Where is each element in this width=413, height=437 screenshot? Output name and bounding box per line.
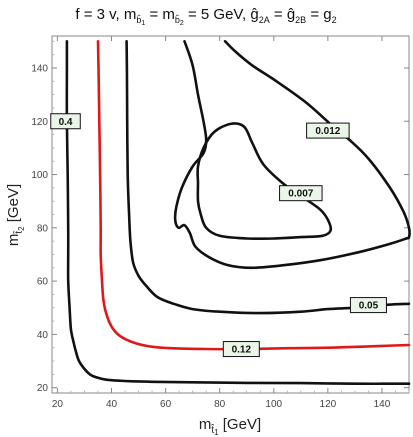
y-tick-label: 40 [37,330,49,341]
y-axis-label: mt̂2 [GeV] [5,184,26,246]
x-tick-label: 20 [52,399,64,410]
contour-label-box [349,297,387,314]
x-tick-label: 40 [106,399,118,410]
contour-label-text: 0.012 [315,126,340,137]
y-tick-label: 120 [31,117,48,128]
contour-label-text: 0.12 [232,345,252,356]
contour-0-12 [96,40,411,351]
x-tick-label: 140 [374,399,391,410]
x-axis-label: mt̂1 [GeV] [199,416,261,437]
contour-labels: 0.4 0.12 0.05 0.012 0.007 [50,113,387,358]
x-tick-label: 60 [160,399,172,410]
contour-0-05 [125,40,411,315]
contour-label-box [279,185,323,202]
y-tick-label: 100 [31,170,48,181]
x-tick-label: 80 [214,399,226,410]
y-tick-label: 60 [37,277,49,288]
plot-frame [51,35,410,394]
y-tick-label: 20 [37,383,49,394]
contour-label-text: 0.4 [59,117,73,128]
y-axis: 20 40 60 80 100 120 140 [31,40,409,394]
contour-label-box [50,113,81,130]
contour-0-012 [173,40,411,270]
contour-label-box [222,341,260,358]
contour-label-text: 0.007 [288,189,313,200]
chart-title: f = 3 v, mb̂1 = mb̂2 = 5 GeV, ĝ2A = ĝ2B … [75,6,336,27]
contour-label-text: 0.05 [359,301,379,312]
contour-0-007 [196,122,333,241]
y-tick-label: 140 [31,63,48,74]
y-tick-label: 80 [37,223,49,234]
x-axis: 20 40 60 80 100 120 140 [52,36,410,410]
contour-0-4 [65,40,411,386]
x-tick-label: 120 [320,399,337,410]
contour-label-box [306,122,350,139]
x-tick-label: 100 [265,399,282,410]
contour-lines [65,40,411,386]
